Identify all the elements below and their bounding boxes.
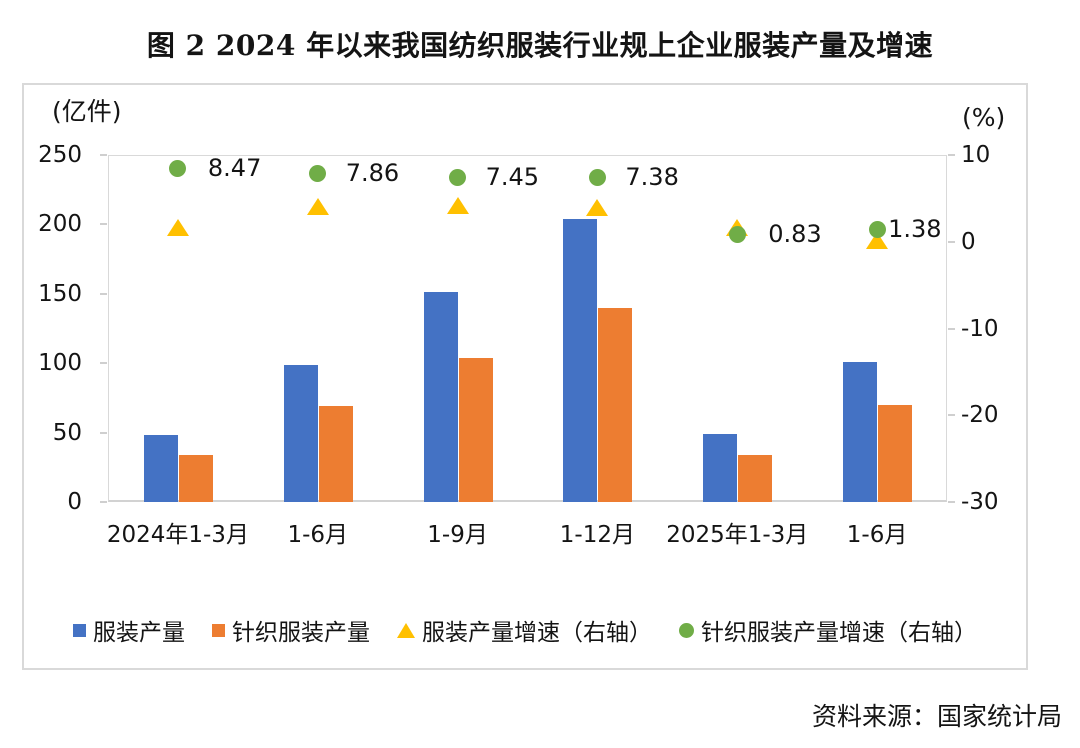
apparel-growth-triangle-marker [586, 198, 609, 216]
data-point-label: 7.86 [345, 159, 400, 188]
chart-legend: 服装产量 针织服装产量 服装产量增速（右轴） 针织服装产量增速（右轴） [22, 613, 1028, 647]
right-axis-tick-label: -20 [961, 402, 999, 429]
legend-item-label: 针织服装产量 [232, 620, 370, 646]
bar-knitted-apparel-output [318, 406, 353, 502]
left-axis-unit-label: (亿件) [52, 97, 122, 126]
plot-area [108, 155, 947, 502]
left-axis-tick-label: 100 [38, 350, 82, 377]
bar-apparel-output [843, 361, 878, 502]
legend-item-label: 针织服装产量增速（右轴） [701, 620, 977, 646]
right-axis-unit-label: (%) [962, 103, 1006, 132]
right-axis-tick-mark [948, 414, 955, 417]
legend-circle-icon [679, 622, 694, 638]
right-axis-tick-mark [948, 154, 955, 156]
data-point-label: 7.45 [485, 162, 540, 191]
bar-knitted-apparel-output [178, 454, 213, 502]
knitted-growth-circle-marker [728, 226, 746, 244]
data-point-label: 1.38 [888, 215, 942, 244]
bar-apparel-output [563, 218, 598, 502]
left-axis-tick-mark [100, 154, 107, 156]
source-note: 资料来源：国家统计局 [811, 702, 1062, 731]
bar-apparel-output [423, 292, 458, 502]
legend-item: 针织服装产量增速（右轴） [679, 613, 977, 647]
chart-title: 图 2 2024 年以来我国纺织服装行业规上企业服装产量及增速 [146, 29, 934, 62]
bar-knitted-apparel-output [738, 454, 773, 502]
right-axis-tick-label: 10 [961, 142, 991, 168]
x-axis-category-label: 1-9月 [427, 522, 488, 548]
legend-item: 针织服装产量 [212, 613, 370, 647]
bar-knitted-apparel-output [598, 307, 633, 502]
x-axis-category-label: 1-6月 [287, 522, 349, 548]
x-axis-category-label: 2025年1-3月 [666, 522, 809, 548]
legend-square-icon [212, 623, 225, 637]
right-axis-tick-mark [948, 240, 955, 243]
apparel-growth-triangle-marker [306, 197, 329, 215]
legend-item: 服装产量 [73, 613, 185, 647]
x-axis-category-label: 2024年1-3月 [106, 522, 249, 548]
apparel-growth-triangle-marker [166, 219, 189, 237]
right-axis-tick-label: 0 [961, 228, 976, 255]
data-point-label: 7.38 [625, 163, 679, 192]
left-axis-tick-label: 250 [38, 142, 82, 168]
right-axis-tick-mark [948, 327, 955, 330]
data-point-label: 8.47 [207, 153, 262, 182]
data-point-label: 0.83 [768, 220, 822, 249]
knitted-growth-circle-marker [449, 168, 467, 186]
left-axis-tick-label: 50 [52, 419, 82, 446]
x-axis-category-label: 1-6月 [846, 522, 908, 548]
left-axis-tick-mark [100, 292, 107, 295]
right-axis-tick-label: -10 [961, 315, 999, 342]
right-axis-tick-label: -30 [961, 489, 999, 515]
legend-square-icon [73, 623, 86, 637]
left-axis-tick-label: 0 [67, 489, 82, 515]
left-axis-tick-mark [100, 362, 107, 365]
legend-item-label: 服装产量增速（右轴） [422, 620, 652, 646]
bar-apparel-output [283, 364, 318, 502]
left-axis-tick-label: 200 [38, 211, 82, 238]
left-axis-tick-label: 150 [38, 280, 82, 307]
left-axis-tick-mark [100, 223, 107, 226]
knitted-growth-circle-marker [309, 165, 327, 183]
apparel-growth-triangle-marker [866, 232, 889, 250]
knitted-growth-circle-marker [169, 159, 187, 177]
right-axis-tick-mark [948, 501, 955, 503]
bar-knitted-apparel-output [458, 357, 493, 502]
left-axis-tick-mark [100, 501, 107, 503]
bar-knitted-apparel-output [878, 404, 913, 502]
legend-item: 服装产量增速（右轴） [397, 613, 652, 647]
legend-triangle-icon [397, 622, 415, 638]
apparel-growth-triangle-marker [446, 196, 469, 214]
bar-apparel-output [703, 433, 738, 502]
knitted-growth-circle-marker [588, 169, 606, 187]
x-axis-category-label: 1-12月 [559, 522, 635, 548]
knitted-growth-circle-marker [868, 221, 886, 239]
left-axis-tick-mark [100, 431, 107, 434]
bar-apparel-output [143, 435, 178, 502]
legend-item-label: 服装产量 [93, 620, 185, 646]
